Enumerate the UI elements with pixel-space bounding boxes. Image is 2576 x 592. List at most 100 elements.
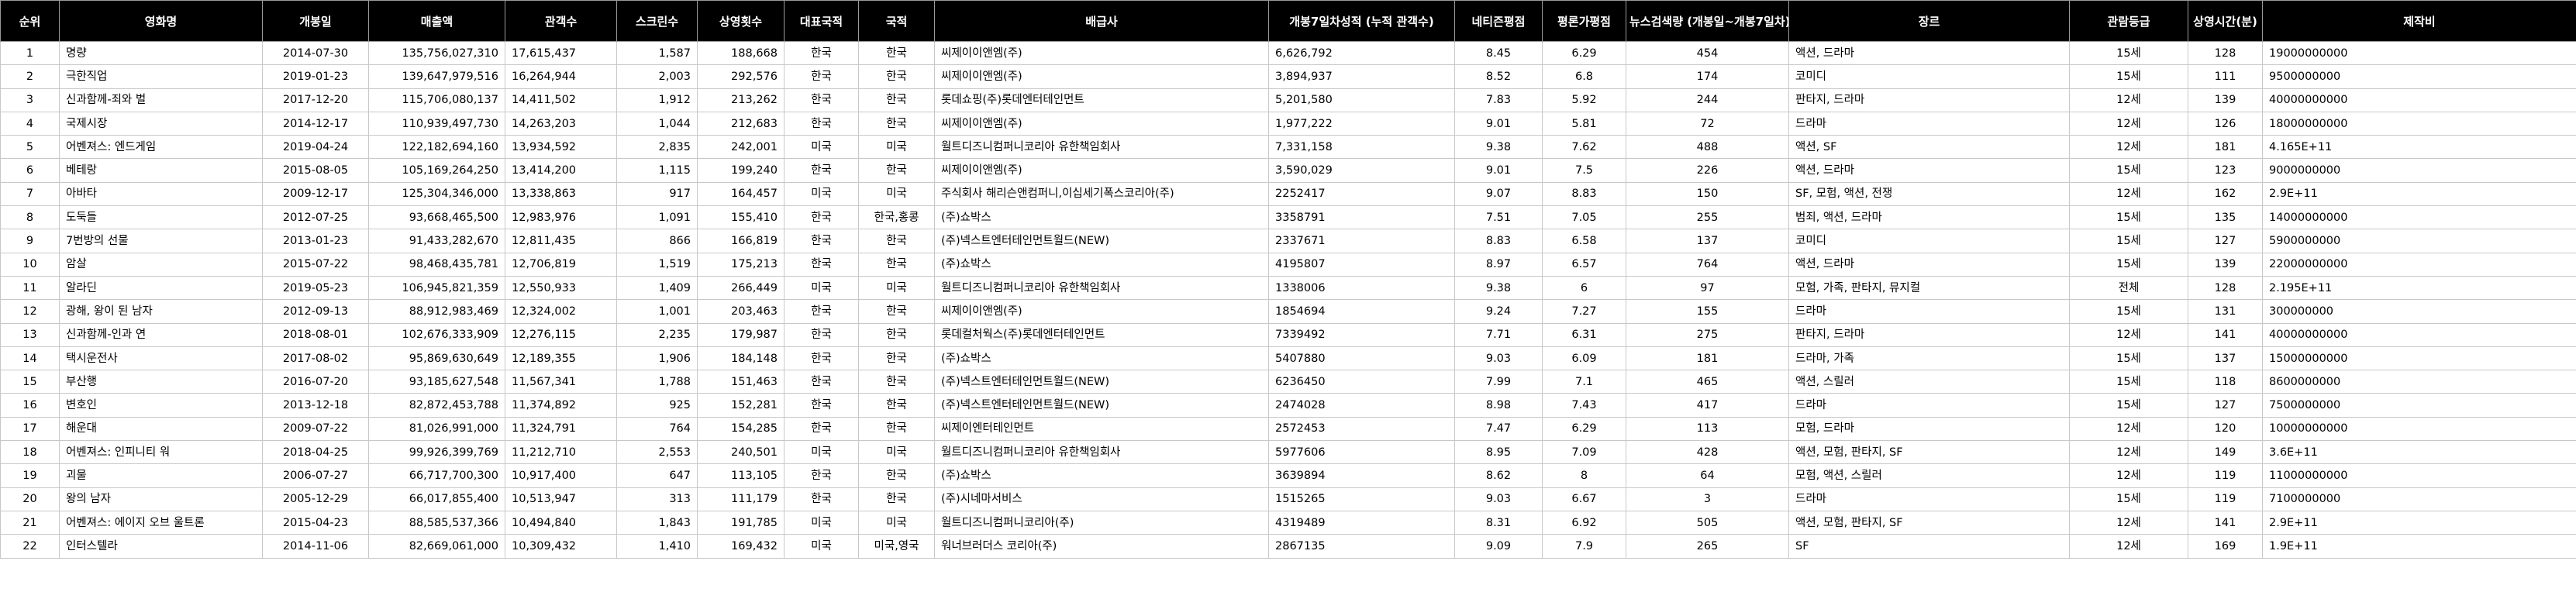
cell-title: 7번방의 선물 [59,229,263,253]
cell-audience: 14,263,203 [505,111,617,136]
cell-netizen-score: 9.01 [1454,158,1543,183]
cell-revenue: 125,304,346,000 [368,181,505,207]
cell-audience: 12,811,435 [505,229,617,253]
cell-runtime: 169 [2188,534,2263,559]
cell-runtime: 162 [2188,181,2263,207]
cell-title: 어벤져스: 에이지 오브 울트론 [59,510,263,535]
cell-audience: 11,567,341 [505,370,617,394]
cell-screens: 1,587 [616,40,698,66]
cell-critic-score: 6.57 [1542,252,1626,277]
cell-rating: 15세 [2069,252,2188,277]
cell-distributor: (주)시네마서비스 [934,487,1269,511]
cell-main-country: 한국 [784,322,859,347]
cell-critic-score: 6.67 [1542,487,1626,511]
cell-screens: 1,409 [616,275,698,301]
cell-showings: 199,240 [697,158,785,183]
cell-week1-audience: 6236450 [1268,370,1455,394]
cell-runtime: 128 [2188,40,2263,66]
cell-revenue: 122,182,694,160 [368,135,505,160]
cell-runtime: 141 [2188,322,2263,347]
cell-runtime: 120 [2188,416,2263,442]
table-row: 2 극한직업 2019-01-23 139,647,979,516 16,264,944… [0,64,2576,89]
cell-release-date: 2018-04-25 [262,440,369,465]
cell-rating: 12세 [2069,440,2188,465]
cell-distributor: 롯데쇼핑(주)롯데엔터테인먼트 [934,88,1269,112]
cell-news-count: 3 [1626,487,1789,511]
cell-week1-audience: 1,977,222 [1268,111,1455,136]
header-critic-score: 평론가평점 [1542,0,1626,42]
cell-budget: 8600000000 [2262,370,2576,394]
cell-rating: 12세 [2069,534,2188,559]
cell-critic-score: 6.29 [1542,40,1626,66]
cell-distributor: (주)쇼박스 [934,463,1269,488]
cell-showings: 111,179 [697,487,785,511]
cell-screens: 1,519 [616,252,698,277]
cell-distributor: 씨제이이앤엠(주) [934,111,1269,136]
cell-genre: 드라마 [1788,111,2070,136]
cell-title: 도둑들 [59,205,263,230]
cell-distributor: (주)쇼박스 [934,346,1269,371]
cell-critic-score: 8 [1542,463,1626,488]
cell-rating: 12세 [2069,135,2188,160]
cell-netizen-score: 9.01 [1454,111,1543,136]
header-release-date: 개봉일 [262,0,369,42]
cell-genre: 액션, 모험, 판타지, SF [1788,510,2070,535]
cell-distributor: (주)쇼박스 [934,205,1269,230]
cell-rating: 15세 [2069,205,2188,230]
cell-showings: 151,463 [697,370,785,394]
cell-rank: 7 [0,181,60,207]
cell-release-date: 2017-08-02 [262,346,369,371]
cell-country: 한국 [858,370,935,394]
table-row: 8 도둑들 2012-07-25 93,668,465,500 12,983,976 1,… [0,205,2576,230]
cell-runtime: 126 [2188,111,2263,136]
cell-genre: 판타지, 드라마 [1788,322,2070,347]
cell-showings: 175,213 [697,252,785,277]
cell-genre: 액션, 드라마 [1788,158,2070,183]
cell-rank: 4 [0,111,60,136]
cell-critic-score: 7.62 [1542,135,1626,160]
cell-rank: 2 [0,64,60,89]
header-runtime: 상영시간(분) [2188,0,2263,42]
table-row: 16 변호인 2013-12-18 82,872,453,788 11,374,892 9… [0,393,2576,418]
cell-rating: 15세 [2069,370,2188,394]
cell-country: 미국 [858,275,935,301]
cell-news-count: 137 [1626,229,1789,253]
table-row: 13 신과함께-인과 연 2018-08-01 102,676,333,909 12,2… [0,322,2576,347]
cell-runtime: 149 [2188,440,2263,465]
cell-week1-audience: 3,894,937 [1268,64,1455,89]
cell-genre: SF, 모험, 액션, 전쟁 [1788,181,2070,207]
cell-rating: 15세 [2069,299,2188,324]
cell-runtime: 111 [2188,64,2263,89]
table-row: 22 인터스텔라 2014-11-06 82,669,061,000 10,309,43… [0,534,2576,559]
cell-revenue: 110,939,497,730 [368,111,505,136]
cell-revenue: 99,926,399,769 [368,440,505,465]
cell-rank: 16 [0,393,60,418]
table-row: 10 암살 2015-07-22 98,468,435,781 12,706,819 1,… [0,252,2576,277]
cell-runtime: 119 [2188,463,2263,488]
header-row: 순위 영화명 개봉일 매출액 관객수 스크린수 상영횟수 대표국적 국적 배급사 개봉7일차성적 (… [0,0,2576,42]
cell-news-count: 97 [1626,275,1789,301]
table-row: 9 7번방의 선물 2013-01-23 91,433,282,670 12,811,4… [0,229,2576,253]
cell-screens: 2,553 [616,440,698,465]
cell-runtime: 141 [2188,510,2263,535]
cell-showings: 292,576 [697,64,785,89]
cell-release-date: 2012-07-25 [262,205,369,230]
header-country: 국적 [858,0,935,42]
cell-audience: 12,706,819 [505,252,617,277]
cell-budget: 3.6E+11 [2262,440,2576,465]
cell-runtime: 139 [2188,88,2263,112]
cell-screens: 2,235 [616,322,698,347]
cell-title: 인터스텔라 [59,534,263,559]
cell-main-country: 미국 [784,181,859,207]
header-rating: 관람등급 [2069,0,2188,42]
cell-runtime: 128 [2188,275,2263,301]
cell-news-count: 244 [1626,88,1789,112]
cell-title: 광해, 왕이 된 남자 [59,299,263,324]
cell-budget: 10000000000 [2262,416,2576,442]
header-netizen-score: 네티즌평점 [1454,0,1543,42]
cell-showings: 191,785 [697,510,785,535]
cell-netizen-score: 9.24 [1454,299,1543,324]
cell-week1-audience: 7,331,158 [1268,135,1455,160]
cell-genre: SF [1788,534,2070,559]
cell-budget: 4.165E+11 [2262,135,2576,160]
